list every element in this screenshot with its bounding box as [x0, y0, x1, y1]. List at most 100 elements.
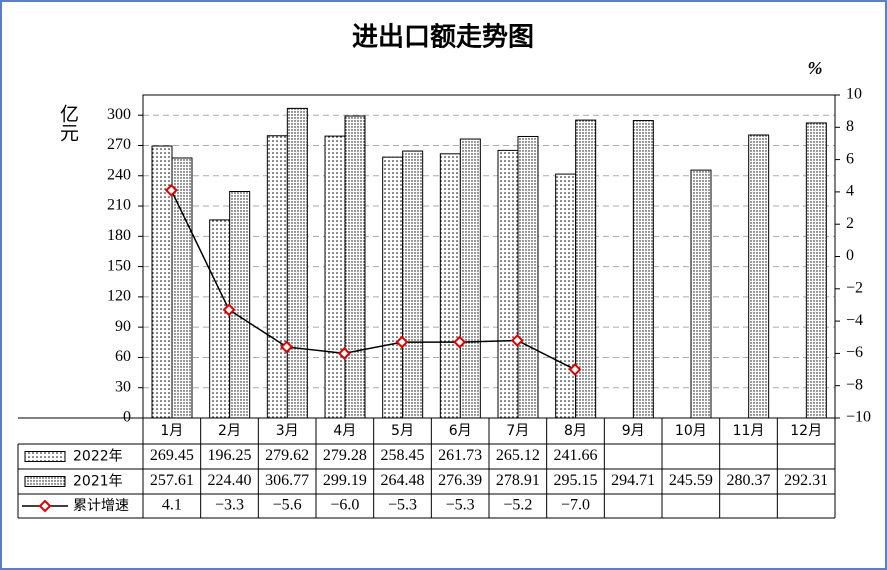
table-value: −5.3	[446, 497, 475, 514]
y2-tick-label: 4	[846, 183, 854, 200]
table-value: 224.40	[208, 472, 252, 489]
table-value: 276.39	[438, 472, 482, 489]
x-tick-label: 4月	[333, 423, 356, 439]
table-value: −5.3	[388, 497, 417, 514]
table-value: 295.15	[554, 472, 598, 489]
table-value: −7.0	[561, 497, 590, 514]
bar	[575, 119, 597, 419]
table-value: 265.12	[496, 447, 540, 464]
table-value: 4.1	[162, 497, 182, 514]
bar	[748, 134, 770, 419]
table-value: −6.0	[330, 497, 359, 514]
y-tick-label: 30	[115, 378, 131, 395]
x-tick-label: 8月	[564, 423, 587, 439]
table-value: 279.28	[323, 447, 367, 464]
bar	[266, 135, 288, 419]
y-tick-label: 270	[107, 136, 131, 153]
table-value: 257.61	[150, 472, 194, 489]
y2-tick-label: 2	[846, 215, 854, 232]
bar	[517, 135, 539, 419]
table-value: −3.3	[215, 497, 244, 514]
table-value: 258.45	[381, 447, 425, 464]
table-value: 241.66	[554, 447, 598, 464]
y2-tick-label: −2	[846, 279, 863, 296]
growth-line	[170, 189, 576, 371]
y2-axis-label: %	[808, 58, 823, 78]
x-tick-label: 7月	[506, 423, 529, 439]
table-value: 261.73	[438, 447, 482, 464]
line-layer	[164, 183, 582, 376]
y2-tick-label: −4	[846, 312, 863, 329]
x-tick-label: 5月	[391, 423, 414, 439]
bar	[382, 156, 404, 419]
x-tick-label: 11月	[733, 423, 765, 439]
y-tick-label: 0	[123, 409, 131, 426]
y-tick-label: 120	[107, 288, 131, 305]
marker	[164, 183, 178, 197]
x-tick-label: 9月	[622, 423, 645, 439]
legend-marker	[38, 499, 52, 513]
table-value: 299.19	[323, 472, 367, 489]
legend-swatch	[24, 451, 66, 462]
bar	[229, 190, 251, 419]
bar	[459, 138, 481, 419]
bar	[555, 173, 577, 419]
marker	[510, 334, 524, 347]
x-tick-label: 12月	[790, 423, 822, 439]
y-axis-label: 亿元	[57, 104, 79, 142]
x-tick-label: 3月	[276, 423, 299, 439]
bar	[286, 107, 308, 419]
bar	[690, 169, 712, 419]
table-value: 269.45	[150, 447, 194, 464]
grid	[143, 114, 835, 389]
y-tick-label: 300	[107, 106, 131, 123]
marker	[453, 335, 467, 349]
y2-tick-label: 10	[846, 86, 862, 103]
axes: 0306090120150180210240270300−10−8−6−4−20…	[107, 86, 871, 426]
bar	[209, 219, 231, 419]
chart-title: 进出口额走势图	[352, 23, 534, 53]
legend-label: 2022年	[73, 449, 123, 465]
y2-tick-label: 8	[846, 118, 854, 135]
table-value: −5.6	[273, 497, 302, 514]
table-value: 280.37	[727, 472, 771, 489]
y-tick-label: 210	[107, 197, 131, 214]
x-tick-label: 1月	[160, 423, 183, 439]
bar	[344, 115, 366, 419]
marker	[337, 346, 351, 360]
marker	[395, 335, 409, 349]
y2-tick-label: 0	[846, 247, 854, 264]
marker	[222, 303, 236, 317]
y-tick-label: 60	[115, 348, 131, 365]
table-value: 306.77	[265, 472, 309, 489]
table-value: 292.31	[784, 472, 828, 489]
y2-tick-label: −8	[846, 376, 863, 393]
table-value: −5.2	[503, 497, 532, 514]
table-value: 278.91	[496, 472, 540, 489]
x-tick-label: 10月	[675, 423, 707, 439]
y-tick-label: 180	[107, 227, 131, 244]
bar	[324, 135, 346, 419]
table-value: 279.62	[265, 447, 309, 464]
y2-tick-label: −10	[846, 409, 871, 426]
bar	[632, 120, 654, 419]
bar	[805, 122, 827, 419]
y-tick-label: 90	[115, 318, 131, 335]
table-value: 294.71	[611, 472, 655, 489]
bar	[497, 149, 519, 419]
data-table: 2022年 269.45 196.25 279.62 279.28 258.45 261.7…	[17, 417, 836, 519]
x-tick-label: 6月	[449, 423, 472, 439]
marker	[280, 340, 294, 354]
bar	[402, 150, 424, 419]
bar	[439, 153, 461, 419]
legend-label: 累计增速	[73, 498, 129, 514]
y-tick-label: 240	[107, 166, 131, 183]
legend-swatch	[24, 476, 66, 487]
x-tick-label: 2月	[218, 423, 241, 439]
y2-tick-label: −6	[846, 344, 863, 361]
y2-tick-label: 6	[846, 150, 854, 167]
table-value: 264.48	[381, 472, 425, 489]
y-tick-label: 150	[107, 257, 131, 274]
table-value: 196.25	[208, 447, 252, 464]
